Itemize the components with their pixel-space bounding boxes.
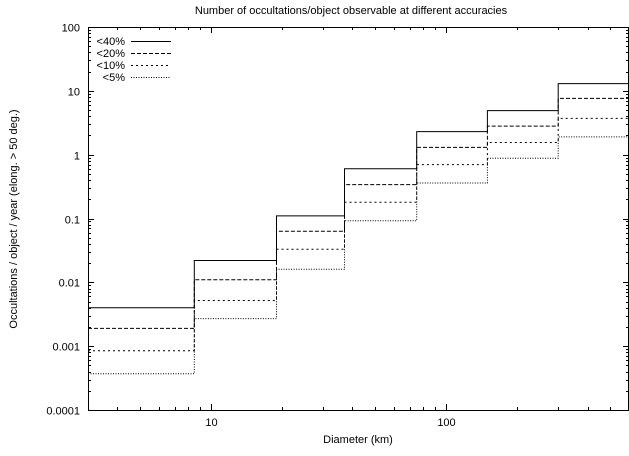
legend: <40%<20%<10%<5% bbox=[97, 36, 171, 84]
y-axis-label: Occultations / object / year (elong. > 5… bbox=[8, 109, 20, 328]
series-line-1 bbox=[88, 83, 629, 309]
y-tick-label: 0.0001 bbox=[46, 406, 80, 418]
y-tick-label: 0.001 bbox=[52, 342, 80, 354]
x-axis-label: Diameter (km) bbox=[323, 434, 393, 446]
y-tick-label: 10 bbox=[68, 87, 80, 99]
y-tick-label: 100 bbox=[62, 23, 80, 35]
legend-label-2: <20% bbox=[97, 48, 126, 60]
axes bbox=[88, 27, 629, 411]
y-axis-ticks: 0.0001 0.001 0.01 0.1 1 10 100 bbox=[46, 23, 629, 418]
legend-label-3: <10% bbox=[97, 60, 126, 72]
series-line-2 bbox=[88, 97, 629, 329]
y-tick-label: 0.01 bbox=[59, 278, 80, 290]
legend-label-4: <5% bbox=[103, 72, 126, 84]
x-tick-label: 100 bbox=[437, 417, 455, 429]
plot-frame bbox=[88, 27, 629, 411]
legend-label-1: <40% bbox=[97, 36, 126, 48]
y-tick-label: 1 bbox=[74, 151, 80, 163]
x-tick-label: 10 bbox=[205, 417, 217, 429]
series-lines bbox=[88, 83, 629, 375]
series-line-3 bbox=[88, 117, 629, 352]
x-axis-ticks: 10 100 bbox=[117, 27, 611, 429]
series-line-4 bbox=[88, 136, 629, 375]
chart-title: Number of occultations/object observable… bbox=[195, 5, 508, 17]
y-tick-label: 0.1 bbox=[65, 215, 80, 227]
